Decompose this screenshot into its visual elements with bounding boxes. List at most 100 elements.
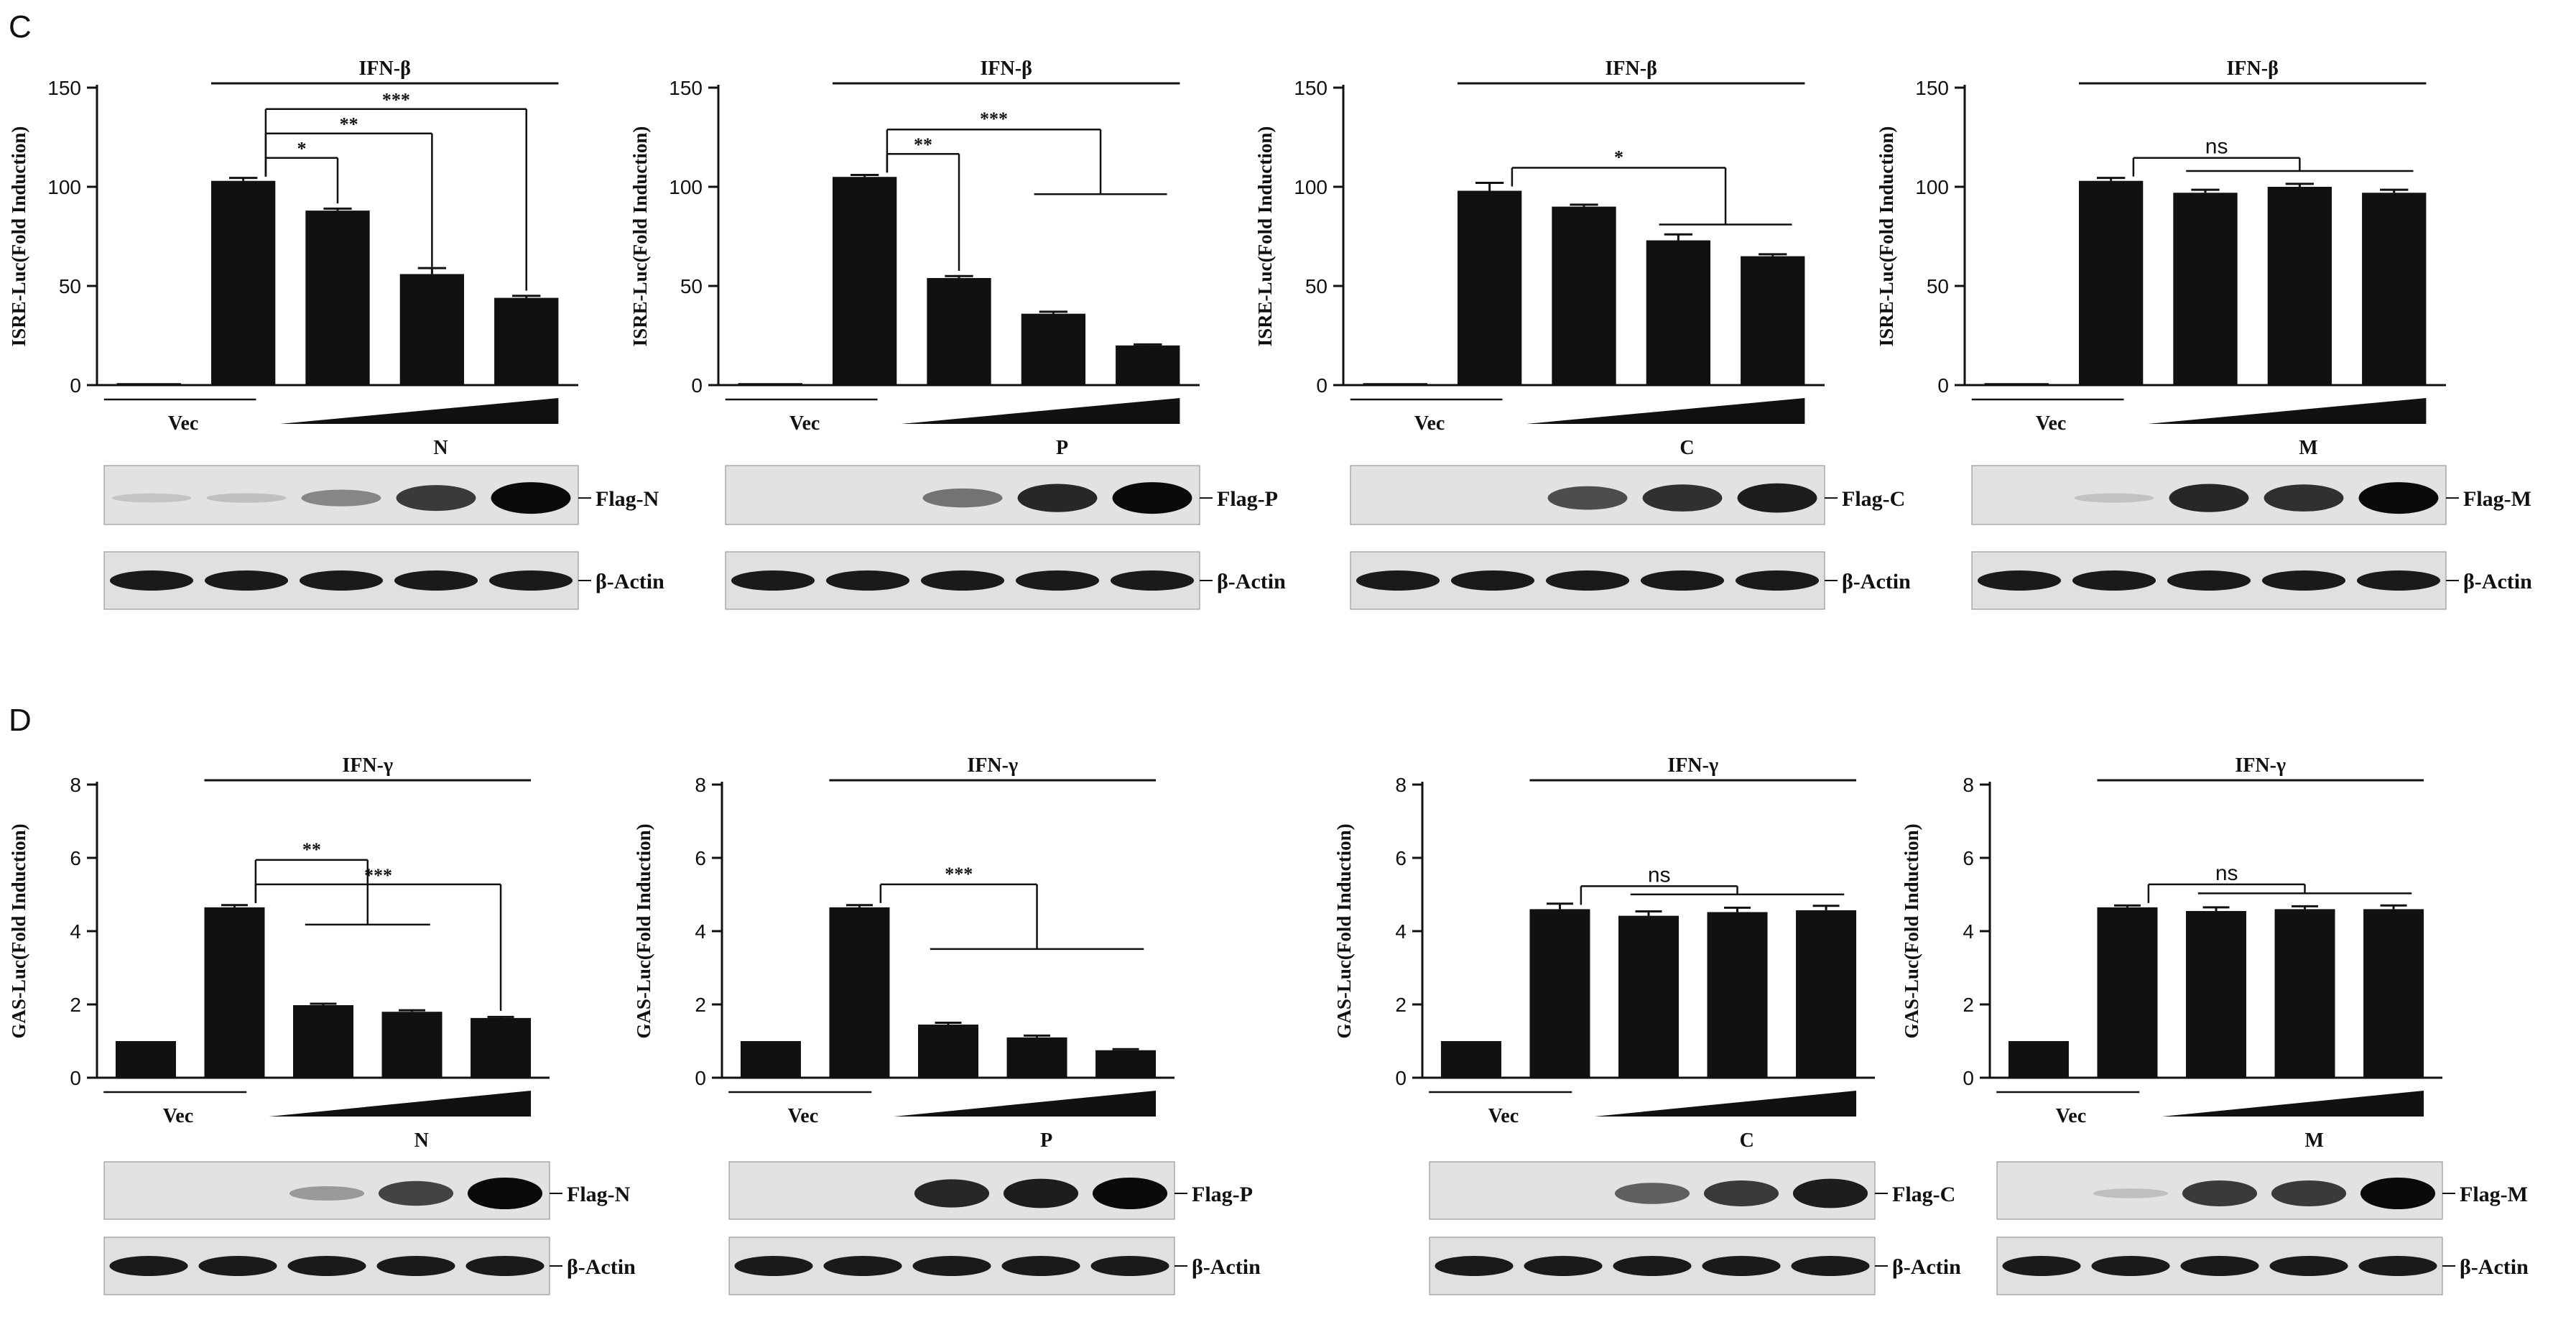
flag-label: Flag-N (596, 487, 659, 511)
protein-label: P (1056, 437, 1068, 459)
actin-band (109, 1256, 188, 1276)
y-tick-label: 0 (1395, 1067, 1407, 1089)
treatment-label: IFN-β (359, 57, 411, 80)
bar (2186, 910, 2246, 1078)
dose-triangle (901, 398, 1180, 424)
bar (1116, 345, 1180, 385)
chart-panel: 0 50 100 150 ISRE-Luc(Fold Induction) IFN-β * V… (1254, 57, 1911, 610)
blot-band (378, 1180, 454, 1206)
bar (740, 1041, 801, 1078)
y-tick-label: 50 (59, 275, 81, 297)
actin-band (2261, 570, 2346, 591)
blot-band (467, 1178, 543, 1209)
actin-band (825, 570, 910, 591)
y-tick-label: 150 (1915, 77, 1949, 99)
sig-label: ** (914, 134, 932, 155)
y-axis-label: ISRE-Luc(Fold Induction) (8, 126, 29, 347)
actin-band (1702, 1256, 1781, 1276)
actin-band (488, 570, 573, 591)
blot-band (2093, 1188, 2169, 1198)
vec-label: Vec (2036, 412, 2067, 435)
bar (210, 180, 276, 385)
y-tick-label: 2 (1963, 994, 1974, 1016)
sig-label: ns (2205, 135, 2228, 159)
y-tick-label: 2 (70, 994, 81, 1016)
y-tick-label: 0 (70, 1067, 81, 1089)
y-tick-label: 0 (1963, 1067, 1974, 1089)
blot-band (1092, 1178, 1168, 1209)
flag-label: Flag-C (1842, 487, 1905, 511)
blot-band (1703, 1180, 1779, 1206)
blot-band (1003, 1178, 1079, 1208)
bar (115, 1041, 176, 1078)
treatment-label: IFN-γ (1667, 754, 1718, 777)
actin-band (823, 1256, 902, 1276)
protein-label: C (1680, 437, 1694, 459)
actin-band (287, 1256, 366, 1276)
y-tick-label: 2 (1395, 994, 1407, 1016)
vec-label: Vec (1488, 1105, 1519, 1127)
actin-label: β-Actin (567, 1255, 636, 1279)
bar (116, 383, 181, 385)
section-letter: C (9, 9, 32, 45)
bar (2362, 193, 2427, 385)
blot-band (2271, 1180, 2347, 1206)
actin-band (1791, 1256, 1870, 1276)
y-tick-label: 0 (1937, 374, 1949, 397)
vec-label: Vec (1414, 412, 1445, 435)
bar (1741, 256, 1805, 385)
actin-band (1090, 1256, 1169, 1276)
actin-band (1545, 570, 1630, 591)
actin-band (376, 1256, 455, 1276)
dose-triangle (2147, 398, 2427, 424)
bar (1552, 206, 1616, 385)
y-tick-label: 150 (1294, 77, 1328, 99)
dose-triangle (894, 1091, 1157, 1117)
y-axis-label: ISRE-Luc(Fold Induction) (629, 126, 651, 347)
actin-band (1450, 570, 1535, 591)
treatment-label: IFN-γ (967, 754, 1018, 777)
y-tick-label: 100 (47, 176, 81, 198)
sig-label: ** (340, 114, 358, 135)
blot-band (1792, 1178, 1868, 1208)
y-tick-label: 50 (680, 275, 703, 297)
blot-band (2358, 482, 2439, 514)
sig-label: ns (2215, 861, 2238, 885)
flag-label: Flag-P (1217, 487, 1278, 511)
vec-label: Vec (788, 1105, 819, 1127)
bar (1363, 383, 1427, 385)
actin-label: β-Actin (2460, 1255, 2529, 1279)
blot-band (206, 493, 287, 503)
vec-label: Vec (789, 412, 820, 435)
actin-band (1356, 570, 1440, 591)
bar (1440, 1041, 1501, 1078)
actin-label: β-Actin (1892, 1255, 1961, 1279)
flag-label: Flag-N (567, 1183, 631, 1206)
actin-band (465, 1256, 545, 1276)
flag-label: Flag-C (1892, 1183, 1955, 1206)
protein-label: M (2305, 1129, 2324, 1152)
bar (2363, 909, 2424, 1078)
y-tick-label: 50 (1927, 275, 1949, 297)
bar (2008, 1041, 2069, 1078)
protein-label: C (1740, 1129, 1754, 1152)
y-tick-label: 4 (1395, 920, 1407, 943)
chart-panel: 0 2 4 6 8 GAS-Luc(Fold Induction) IFN-γ ns Vec C F… (1333, 754, 1961, 1295)
y-tick-label: 4 (1963, 920, 1974, 943)
dose-triangle (1594, 1091, 1857, 1117)
actin-band (198, 1256, 277, 1276)
y-tick-label: 0 (70, 374, 81, 397)
chart-panel: 0 50 100 150 ISRE-Luc(Fold Induction) IFN-β **… (629, 57, 1286, 610)
actin-label: β-Actin (1192, 1255, 1261, 1279)
actin-band (1613, 1256, 1692, 1276)
actin-band (920, 570, 1005, 591)
bar (204, 907, 265, 1078)
sig-label: *** (364, 865, 392, 886)
bar (2274, 909, 2335, 1078)
bar (381, 1012, 443, 1078)
actin-band (2358, 1256, 2437, 1276)
blot-band (491, 482, 571, 514)
sig-label: *** (945, 864, 973, 884)
actin-band (1015, 570, 1100, 591)
